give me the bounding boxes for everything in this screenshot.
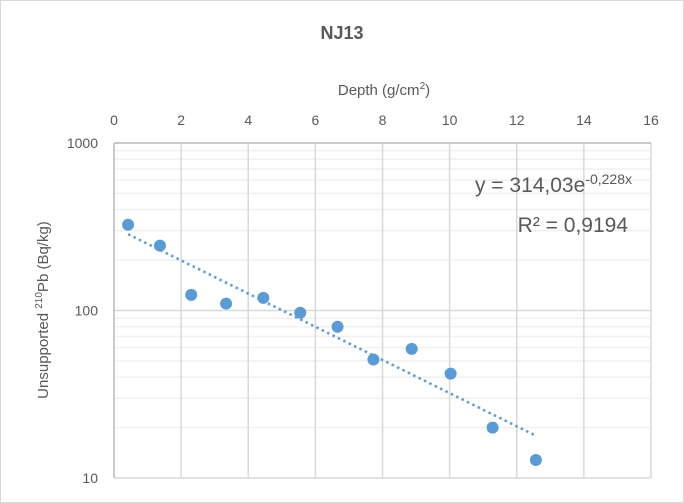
data-point [331, 320, 344, 333]
tick-labels: 0 2 4 6 8 10 12 14 16 1000 100 10 [67, 112, 659, 486]
y-axis-label: Unsupported 210Pb (Bq/kg) [34, 221, 52, 399]
data-point [486, 421, 499, 434]
data-point [294, 306, 307, 319]
y-tick-label: 1000 [67, 135, 98, 151]
x-axis-label: Depth (g/cm2) [338, 81, 430, 99]
trendline [127, 233, 537, 437]
data-point [405, 342, 418, 355]
data-point [122, 218, 135, 231]
grid [113, 142, 652, 479]
x-tick-label: 12 [509, 112, 525, 128]
data-point [153, 239, 166, 252]
data-points [122, 218, 542, 467]
data-point [185, 288, 198, 301]
r-squared-label: R² = 0,9194 [518, 214, 629, 237]
x-tick-label: 8 [379, 112, 387, 128]
x-tick-label: 4 [244, 112, 252, 128]
chart-title: NJ13 [320, 23, 363, 43]
x-tick-label: 6 [311, 112, 319, 128]
data-point [257, 291, 270, 304]
x-tick-label: 2 [177, 112, 185, 128]
data-point [529, 454, 542, 467]
x-tick-label: 14 [576, 112, 592, 128]
y-tick-label: 100 [75, 303, 99, 319]
data-point [444, 367, 457, 380]
trendline-equation: y = 314,03e-0,228x [475, 171, 632, 197]
x-tick-label: 0 [110, 112, 118, 128]
data-point [220, 297, 233, 310]
x-tick-label: 10 [442, 112, 458, 128]
y-tick-label: 10 [82, 470, 98, 486]
data-point [367, 353, 380, 366]
x-tick-label: 16 [643, 112, 659, 128]
trendline-path [127, 233, 537, 437]
